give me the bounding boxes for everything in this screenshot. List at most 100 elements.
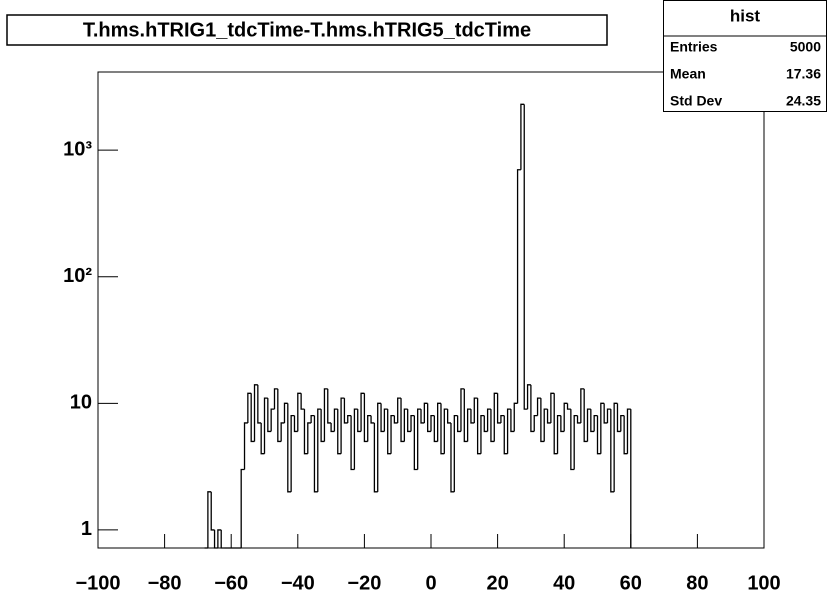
histogram-bin — [280, 422, 285, 442]
histogram-bin — [460, 388, 465, 432]
stats-value: 24.35 — [786, 93, 821, 109]
histogram-bin — [560, 415, 565, 433]
histogram-bin — [626, 408, 631, 454]
histogram-bin — [483, 415, 488, 433]
histogram-bin — [283, 402, 288, 423]
chart-title: T.hms.hTRIG1_tdcTime-T.hms.hTRIG5_tdcTim… — [83, 19, 531, 41]
histogram-bin — [570, 409, 575, 471]
histogram-bin — [377, 402, 382, 492]
histogram-bin — [363, 393, 368, 443]
histogram-bin — [277, 388, 282, 443]
histogram-bin — [250, 393, 255, 443]
histogram-bin — [463, 388, 468, 443]
histogram-bin — [623, 415, 628, 455]
histogram-bin — [390, 414, 395, 454]
histogram-bin — [520, 103, 525, 170]
histogram-bin — [600, 402, 605, 454]
histogram-bin — [397, 397, 402, 423]
x-tick-label: 40 — [553, 572, 575, 594]
stats-label: Entries — [670, 39, 718, 55]
histogram-bin — [596, 415, 601, 455]
histogram-bin — [473, 397, 478, 423]
histogram-bin — [526, 384, 531, 410]
y-tick-label: 10 — [70, 392, 92, 414]
histogram-bin — [486, 408, 491, 432]
histogram-bin — [420, 409, 425, 424]
y-tick-label: 1 — [81, 518, 92, 540]
histogram-bin — [353, 408, 358, 470]
histogram-bin — [563, 402, 568, 432]
stats-title: hist — [730, 6, 761, 25]
histogram-bin — [213, 529, 218, 549]
histogram-bin — [297, 392, 302, 432]
histogram-bin — [510, 409, 515, 433]
histogram-bin — [327, 388, 332, 424]
histogram-bin — [320, 409, 325, 443]
histogram-bin — [470, 409, 475, 424]
histogram-bin — [586, 408, 591, 442]
histogram-bin — [590, 409, 595, 433]
histogram-bin — [490, 409, 495, 443]
histogram-bin — [430, 414, 435, 432]
histogram-bin — [253, 384, 258, 442]
histogram-bin — [220, 529, 225, 549]
histogram-bin — [503, 415, 508, 455]
histogram-bin — [427, 403, 431, 433]
histogram-bin — [516, 169, 521, 404]
histogram-bin — [217, 529, 222, 548]
x-tick-label: −20 — [347, 572, 381, 594]
histogram-bin — [413, 415, 418, 471]
histogram-bin — [593, 414, 598, 432]
histogram-bin — [290, 414, 295, 492]
histogram-bin — [450, 422, 455, 493]
histogram-bin — [603, 403, 608, 424]
histogram-bin — [556, 414, 561, 454]
x-tick-label: −100 — [75, 572, 120, 594]
histogram-bin — [550, 392, 555, 423]
histogram-bin — [606, 408, 611, 423]
histogram-bin — [610, 409, 615, 493]
histogram-bin — [267, 398, 272, 433]
x-tick-label: 100 — [747, 572, 780, 594]
histogram-bin — [480, 414, 485, 454]
histogram-bin — [313, 415, 318, 493]
histogram-bin — [380, 403, 385, 433]
histogram-bin — [566, 403, 571, 410]
histogram-bin — [383, 408, 388, 432]
histogram-bin — [210, 491, 215, 531]
histogram-bin — [580, 388, 585, 423]
histogram-bin — [476, 398, 481, 455]
histogram-bin — [546, 409, 551, 424]
histogram-bin — [447, 409, 451, 424]
histogram-bin — [576, 415, 581, 424]
x-tick-label: 0 — [425, 572, 436, 594]
histogram-bin — [330, 422, 335, 433]
histogram-bin — [273, 388, 278, 410]
x-tick-label: 60 — [620, 572, 642, 594]
histogram-bin — [506, 408, 511, 454]
histogram-bin — [573, 414, 578, 470]
histogram-bin — [360, 392, 365, 432]
histogram-bin — [543, 408, 548, 442]
histogram-bin — [387, 409, 392, 455]
histogram-bin — [300, 393, 305, 410]
histogram-bin — [536, 397, 541, 416]
histogram-bin — [393, 415, 398, 424]
x-tick-label: −80 — [148, 572, 182, 594]
x-tick-label: 20 — [486, 572, 508, 594]
histogram-bin — [423, 402, 428, 423]
histogram-bin — [533, 414, 538, 432]
histogram-bin — [433, 415, 438, 443]
histogram-bin — [523, 104, 528, 410]
histogram-bin — [257, 384, 262, 424]
histogram-bin — [403, 408, 408, 442]
x-tick-label: −60 — [214, 572, 248, 594]
title-box — [6, 14, 608, 46]
histogram-bin — [243, 422, 248, 470]
histogram-bin — [437, 402, 441, 442]
histogram-bin — [493, 392, 498, 442]
histogram-bin — [540, 398, 545, 443]
plot-frame — [97, 71, 765, 549]
histogram-bin — [303, 409, 308, 455]
